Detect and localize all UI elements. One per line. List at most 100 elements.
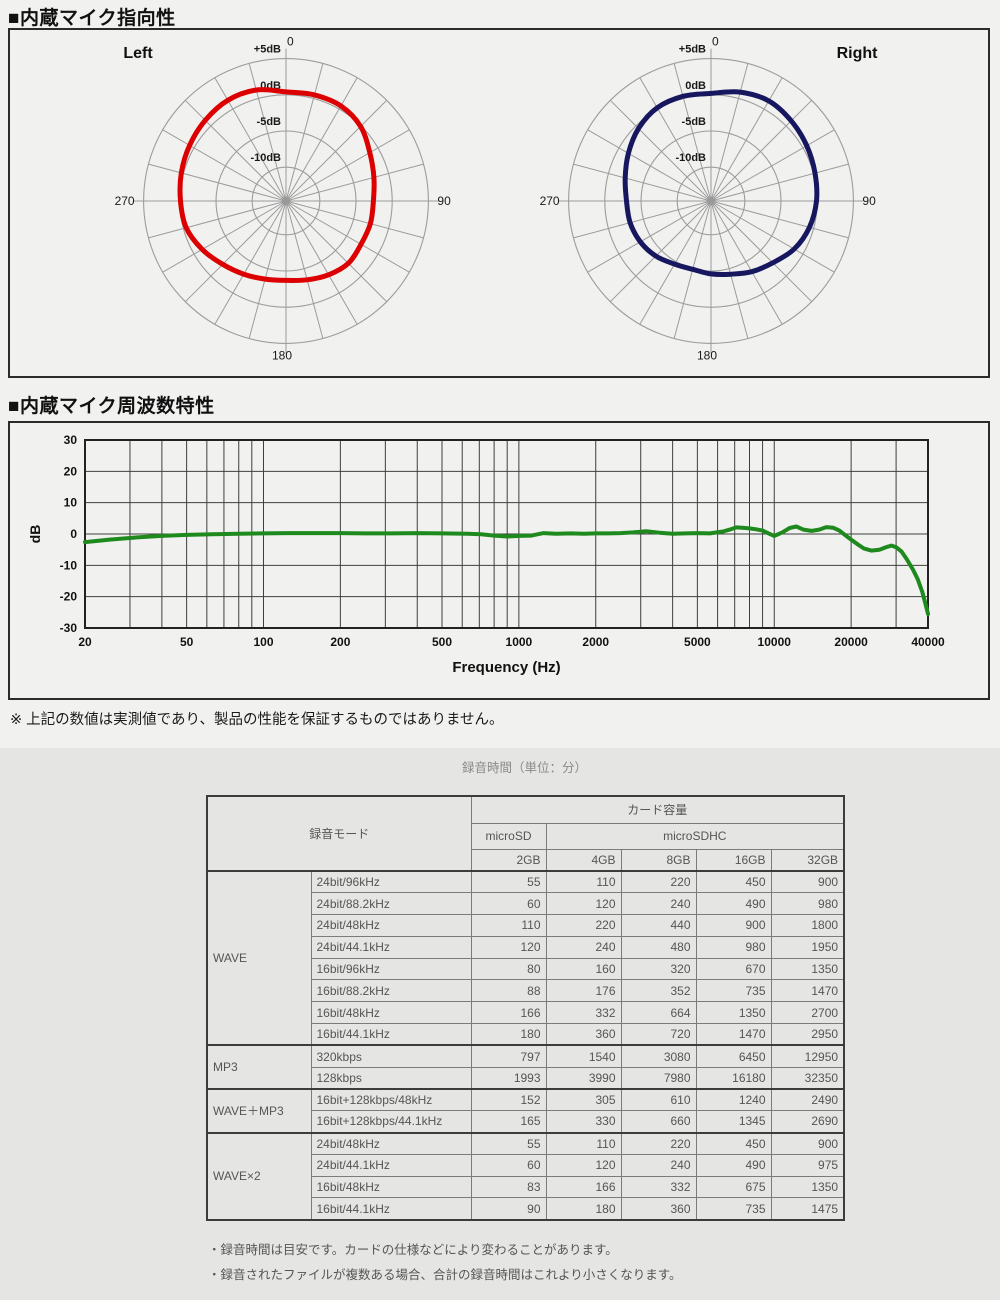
polar-angle-label-0: 0 <box>287 35 294 49</box>
recording-minutes-value: 2950 <box>770 1023 845 1046</box>
polar-spoke <box>285 99 388 202</box>
recording-minutes-value: 120 <box>545 892 622 916</box>
polar-ring-label: -10dB <box>675 152 706 164</box>
header-size-16gb: 16GB <box>695 848 772 872</box>
recording-minutes-value: 3080 <box>620 1044 697 1068</box>
recording-minutes-value: 166 <box>470 1001 547 1025</box>
header-size-2gb: 2GB <box>470 848 547 872</box>
polar-spoke <box>710 129 835 202</box>
table-row: 16bit/48kHz 83 166 332 675 1350 <box>207 1175 845 1199</box>
freq-xtick-label: 500 <box>432 635 452 649</box>
group-label: WAVE <box>206 869 312 1046</box>
table-row: 16bit/96kHz 80 160 320 670 1350 <box>207 957 845 981</box>
polar-spoke <box>184 200 287 303</box>
recording-minutes-value: 720 <box>620 1023 697 1046</box>
freq-ytick-label: -30 <box>60 621 78 635</box>
recording-minutes-value: 900 <box>695 914 772 937</box>
mode-label: 24bit/96kHz <box>310 870 472 894</box>
polar-title-left: Left <box>123 45 153 62</box>
polar-spoke <box>573 163 712 202</box>
recording-minutes-value: 240 <box>620 1153 697 1177</box>
recording-minutes-value: 797 <box>470 1044 547 1068</box>
polar-center-dot <box>707 197 715 205</box>
polar-spoke <box>184 99 287 202</box>
polar-ring-label: -5dB <box>682 116 707 128</box>
polar-spoke <box>710 200 813 303</box>
polar-angle-label-180: 180 <box>272 348 292 362</box>
polar-spoke <box>285 129 410 202</box>
polar-spoke <box>710 77 783 202</box>
freq-xtick-label: 10000 <box>758 635 792 649</box>
recording-minutes-value: 180 <box>545 1197 622 1221</box>
polar-center-dot <box>282 197 290 205</box>
polar-spoke <box>214 200 287 325</box>
frequency-chart-box: 30 20 10 0 -10 -20 -30 20 50 100 200 500 1000 2000 500… <box>8 421 990 700</box>
table-row: 24bit/44.1kHz 60 120 240 490 975 <box>207 1153 845 1177</box>
recording-minutes-value: 55 <box>470 1131 547 1155</box>
table-row: 24bit/48kHz 110 220 440 900 1800 <box>207 914 845 937</box>
polar-spoke <box>285 200 410 273</box>
recording-minutes-value: 664 <box>620 1001 697 1025</box>
freq-plot-border <box>84 439 929 629</box>
recording-minutes-value: 1470 <box>695 1023 772 1046</box>
polar-spoke <box>710 63 749 202</box>
recording-minutes-value: 320 <box>620 957 697 981</box>
recording-minutes-value: 1475 <box>770 1197 845 1221</box>
recording-minutes-value: 165 <box>470 1110 547 1134</box>
polar-spoke <box>148 163 287 202</box>
recording-minutes-value: 480 <box>620 935 697 959</box>
polar-spoke <box>162 200 287 273</box>
polar-spoke <box>710 200 749 339</box>
recording-minutes-value: 450 <box>695 870 772 894</box>
mode-label: 16bit+128kbps/48kHz <box>310 1087 472 1112</box>
header-size-row: 2GB 4GB 8GB 16GB 32GB <box>207 848 845 872</box>
section-title-directivity: ■内蔵マイク指向性 <box>8 8 176 29</box>
polar-chart-right: +5dB 0dB -5dB -10dB 0 90 180 270 Right <box>540 35 879 363</box>
recording-minutes-value: 55 <box>470 870 547 894</box>
recording-minutes-value: 220 <box>545 914 622 937</box>
polar-spoke <box>285 163 424 202</box>
recording-minutes-value: 2690 <box>770 1110 845 1134</box>
header-size-32gb: 32GB <box>770 848 845 872</box>
recording-minutes-value: 1240 <box>695 1087 772 1112</box>
recording-minutes-value: 1993 <box>470 1066 547 1090</box>
recording-minutes-value: 32350 <box>770 1066 845 1090</box>
polar-spoke <box>285 200 324 339</box>
recording-minutes-value: 1470 <box>770 979 845 1003</box>
polar-spoke <box>248 63 287 202</box>
polar-spoke <box>162 129 287 202</box>
recording-time-table: 録音モード カード容量 microSD microSDHC 2GB 4GB 8GB 1… <box>206 795 846 1221</box>
recording-minutes-value: 670 <box>695 957 772 981</box>
freq-ytick-label: -10 <box>60 558 78 572</box>
recording-minutes-value: 1800 <box>770 914 845 937</box>
recording-minutes-value: 220 <box>620 1131 697 1155</box>
mode-label: 16bit/48kHz <box>310 1001 472 1025</box>
polar-spoke <box>710 99 813 202</box>
table-row: WAVE×2 24bit/48kHz 55 110 220 450 900 <box>206 1131 845 1221</box>
frequency-response-curve <box>83 524 930 616</box>
recording-minutes-value: 1350 <box>770 957 845 981</box>
recording-minutes-value: 16180 <box>695 1066 772 1090</box>
table-row: WAVE＋MP3 16bit+128kbps/48kHz 152 305 610 1240… <box>206 1087 845 1134</box>
mode-label: 24bit/88.2kHz <box>310 892 472 916</box>
polar-angle-label-0: 0 <box>712 35 719 49</box>
table-row: WAVE 24bit/96kHz 55 110 220 450 900 <box>206 869 845 1046</box>
recording-minutes-value: 1350 <box>695 1001 772 1025</box>
group-label: WAVE×2 <box>206 1131 312 1221</box>
recording-minutes-value: 332 <box>545 1001 622 1025</box>
polar-spoke <box>285 200 424 239</box>
recording-minutes-value: 7980 <box>620 1066 697 1090</box>
recording-minutes-value: 360 <box>620 1197 697 1221</box>
mode-label: 16bit/44.1kHz <box>310 1197 472 1221</box>
polar-spoke <box>248 200 287 339</box>
polar-spoke <box>587 129 712 202</box>
directivity-curve-left <box>177 87 377 283</box>
polar-ring-label: -5dB <box>257 116 282 128</box>
recording-minutes-value: 2490 <box>770 1087 845 1112</box>
recording-table-header: 録音モード カード容量 microSD microSDHC 2GB 4GB 8GB 1… <box>206 795 845 872</box>
header-card-capacity: カード容量 <box>470 795 845 824</box>
table-row: 16bit/44.1kHz 90 180 360 735 1475 <box>207 1197 845 1221</box>
recording-minutes-value: 675 <box>695 1175 772 1199</box>
recording-minutes-value: 440 <box>620 914 697 937</box>
